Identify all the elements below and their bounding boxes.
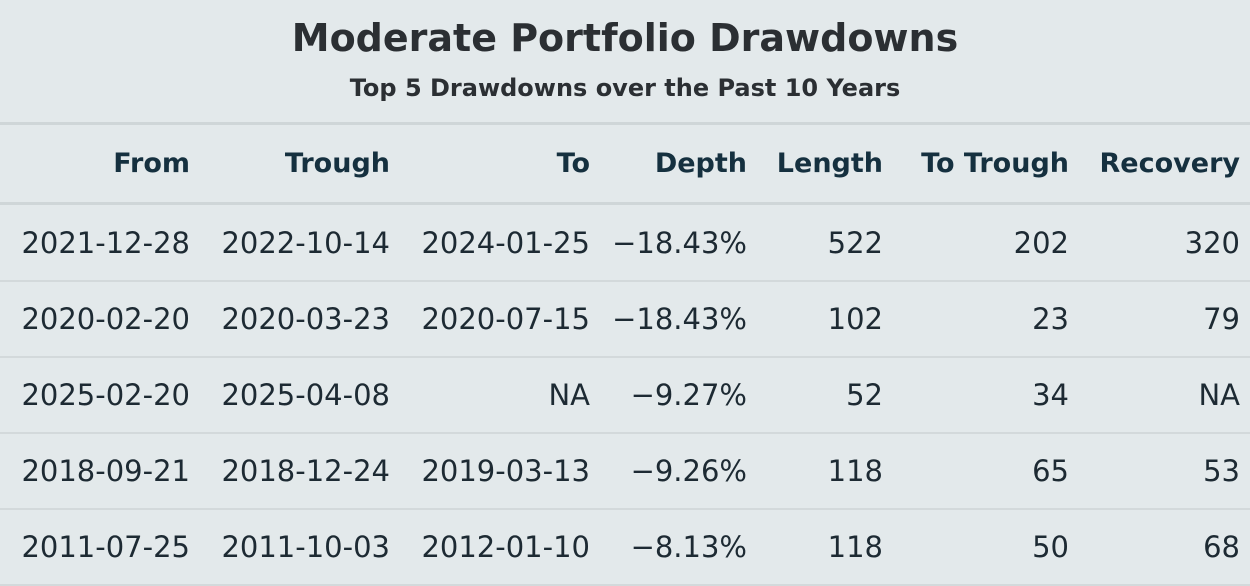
cell-length: 522 bbox=[757, 203, 893, 282]
cell-recovery: 320 bbox=[1079, 203, 1250, 282]
cell-trough: 2025-04-08 bbox=[200, 357, 400, 434]
column-header-length: Length bbox=[757, 125, 893, 205]
table-title: Moderate Portfolio Drawdowns bbox=[291, 16, 959, 60]
cell-recovery: 68 bbox=[1079, 509, 1250, 586]
cell-to-trough: 34 bbox=[893, 357, 1079, 434]
cell-from: 2021-12-28 bbox=[0, 203, 200, 282]
column-header-row: From Trough To Depth Length To Trough Re… bbox=[0, 125, 1250, 205]
cell-to: 2024-01-25 bbox=[400, 203, 600, 282]
table-row: 2018-09-21 2018-12-24 2019-03-13 −9.26% … bbox=[0, 433, 1250, 510]
column-header-depth: Depth bbox=[600, 125, 757, 205]
cell-from: 2020-02-20 bbox=[0, 281, 200, 358]
column-header-recovery: Recovery bbox=[1079, 125, 1250, 205]
cell-to-trough: 23 bbox=[893, 281, 1079, 358]
table-row: 2025-02-20 2025-04-08 NA −9.27% 52 34 NA bbox=[0, 357, 1250, 434]
cell-trough: 2022-10-14 bbox=[200, 203, 400, 282]
table-subtitle: Top 5 Drawdowns over the Past 10 Years bbox=[349, 74, 901, 102]
table-row: 2020-02-20 2020-03-23 2020-07-15 −18.43%… bbox=[0, 281, 1250, 358]
cell-to-trough: 50 bbox=[893, 509, 1079, 586]
cell-to: 2019-03-13 bbox=[400, 433, 600, 510]
cell-length: 118 bbox=[757, 433, 893, 510]
cell-depth: −8.13% bbox=[600, 509, 757, 586]
cell-depth: −9.26% bbox=[600, 433, 757, 510]
cell-trough: 2018-12-24 bbox=[200, 433, 400, 510]
table-row: 2011-07-25 2011-10-03 2012-01-10 −8.13% … bbox=[0, 509, 1250, 586]
column-header-to-trough: To Trough bbox=[893, 125, 1079, 205]
cell-length: 118 bbox=[757, 509, 893, 586]
cell-length: 102 bbox=[757, 281, 893, 358]
cell-to-trough: 65 bbox=[893, 433, 1079, 510]
cell-recovery: 53 bbox=[1079, 433, 1250, 510]
table-header-area: Moderate Portfolio Drawdowns Top 5 Drawd… bbox=[0, 0, 1250, 125]
cell-to: 2020-07-15 bbox=[400, 281, 600, 358]
cell-trough: 2011-10-03 bbox=[200, 509, 400, 586]
column-header-from: From bbox=[0, 125, 200, 205]
cell-depth: −18.43% bbox=[600, 281, 757, 358]
cell-recovery: NA bbox=[1079, 357, 1250, 434]
column-header-to: To bbox=[400, 125, 600, 205]
column-header-trough: Trough bbox=[200, 125, 400, 205]
cell-depth: −9.27% bbox=[600, 357, 757, 434]
cell-recovery: 79 bbox=[1079, 281, 1250, 358]
cell-trough: 2020-03-23 bbox=[200, 281, 400, 358]
cell-depth: −18.43% bbox=[600, 203, 757, 282]
cell-to-trough: 202 bbox=[893, 203, 1079, 282]
cell-from: 2011-07-25 bbox=[0, 509, 200, 586]
drawdowns-table: From Trough To Depth Length To Trough Re… bbox=[0, 125, 1250, 586]
cell-length: 52 bbox=[757, 357, 893, 434]
cell-from: 2025-02-20 bbox=[0, 357, 200, 434]
cell-to: 2012-01-10 bbox=[400, 509, 600, 586]
cell-from: 2018-09-21 bbox=[0, 433, 200, 510]
table-row: 2021-12-28 2022-10-14 2024-01-25 −18.43%… bbox=[0, 203, 1250, 282]
cell-to: NA bbox=[400, 357, 600, 434]
